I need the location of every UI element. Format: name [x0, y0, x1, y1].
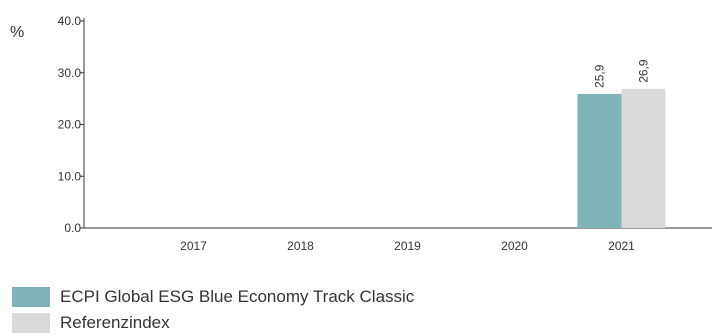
x-tick-label: 2021	[608, 239, 635, 253]
bar-2021-series-1	[577, 93, 622, 228]
y-tick-label: 20.0	[58, 118, 82, 132]
legend-label-series-2: Referenzindex	[60, 313, 170, 332]
bar-2021-series-2	[621, 88, 666, 228]
bar-chart: % 0.0 10.0 20.0 30.0 40.0 2017 2018 2019 2020 2021…	[10, 14, 712, 253]
data-label-2021-series-2: 26,9	[637, 59, 651, 83]
legend-label-series-1: ECPI Global ESG Blue Economy Track Class…	[60, 287, 415, 306]
legend-swatch-series-1	[12, 287, 50, 307]
legend-swatch-series-2	[12, 313, 50, 333]
y-axis-label: %	[10, 24, 24, 41]
x-tick-label: 2020	[501, 239, 528, 253]
x-tick-label: 2018	[287, 239, 314, 253]
x-tick-label: 2019	[394, 239, 421, 253]
data-label-2021-series-1: 25,9	[593, 64, 607, 88]
y-tick-label: 30.0	[58, 66, 82, 80]
legend-item-series-2: Referenzindex	[12, 310, 414, 336]
y-tick-label: 0.0	[64, 221, 81, 235]
legend-item-series-1: ECPI Global ESG Blue Economy Track Class…	[12, 284, 414, 310]
y-tick-label: 10.0	[58, 169, 82, 183]
y-tick-label: 40.0	[58, 14, 82, 28]
x-tick-label: 2017	[180, 239, 207, 253]
legend: ECPI Global ESG Blue Economy Track Class…	[12, 284, 414, 336]
